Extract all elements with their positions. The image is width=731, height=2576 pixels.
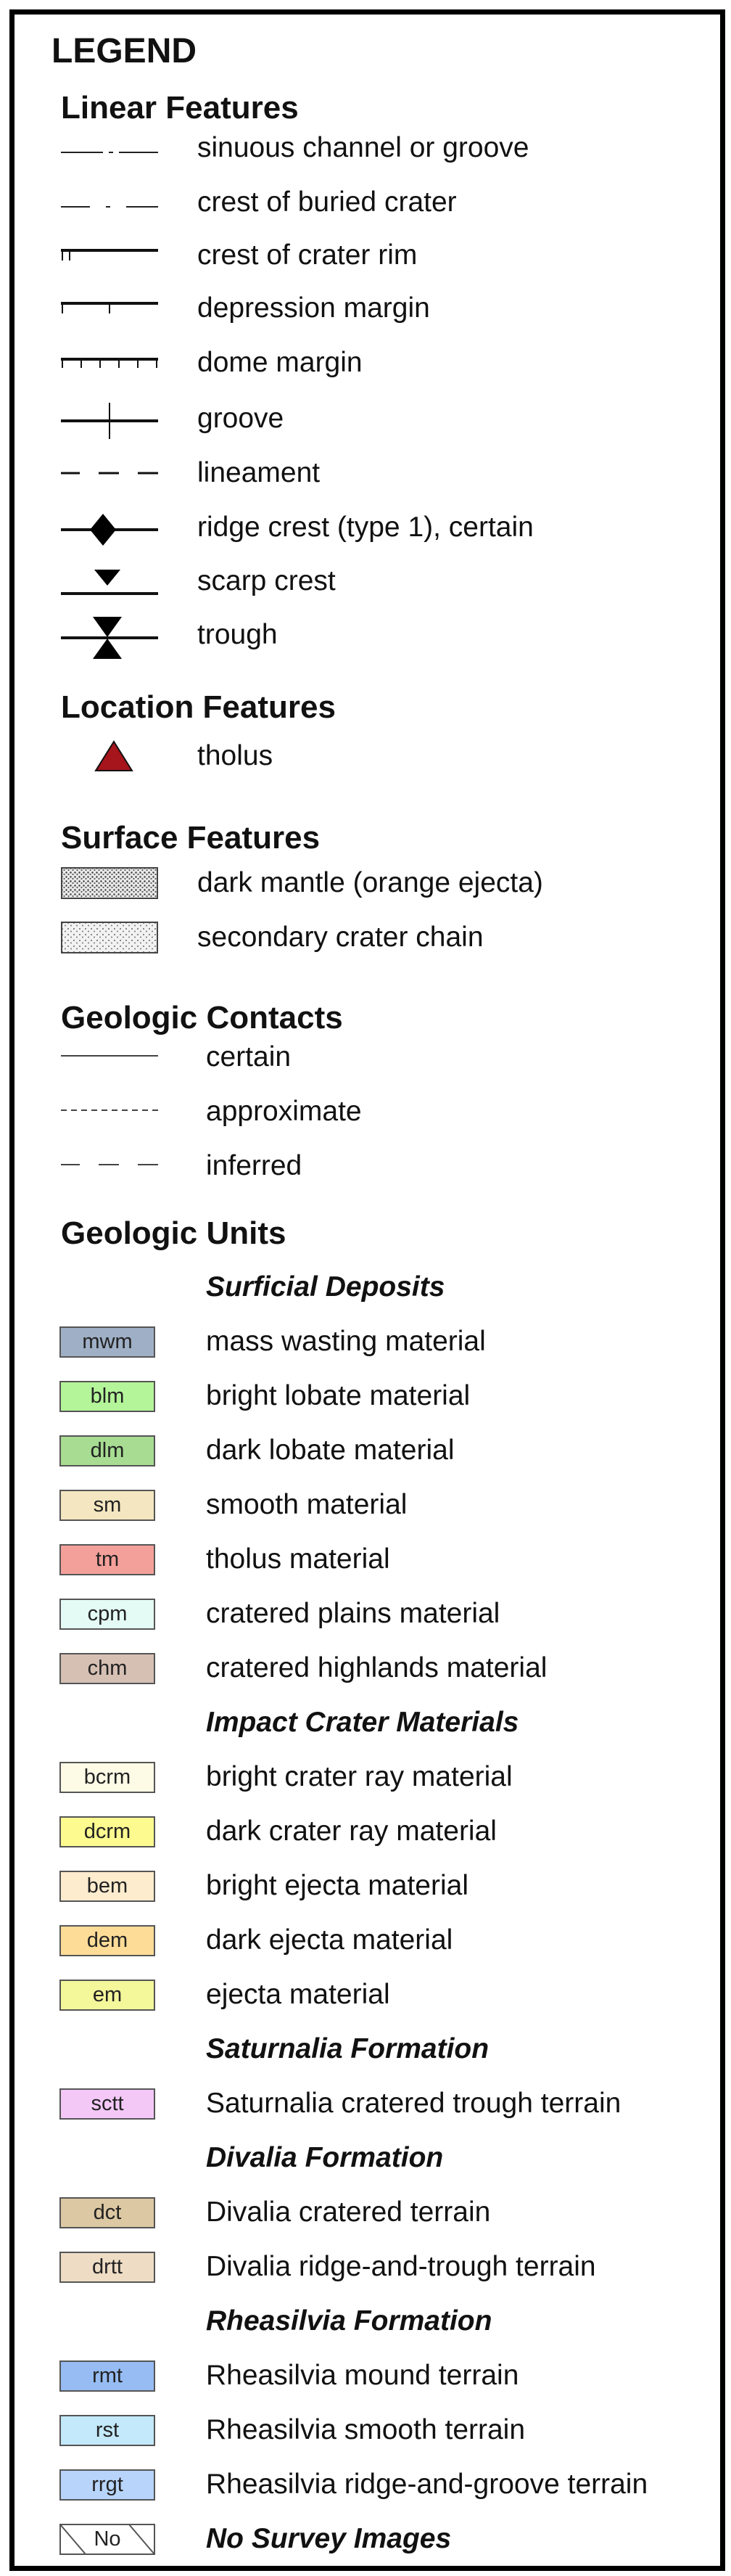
linear-item-label: ridge crest (type 1), certain [197, 512, 534, 543]
unit-swatch-tm: tm [59, 1544, 155, 1575]
sinuous-channel-symbol [61, 152, 158, 153]
contact-approximate-symbol [61, 1109, 158, 1111]
unit-label: bright ejecta material [206, 1870, 469, 1901]
scarp-crest-symbol [61, 570, 158, 595]
unit-group-heading: Impact Crater Materials [206, 1707, 519, 1738]
unit-swatch-sctt: sctt [59, 2088, 155, 2120]
unit-group-heading: Rheasilvia Formation [206, 2305, 492, 2337]
unit-swatch-cpm: cpm [59, 1599, 155, 1630]
ridge-crest-symbol [61, 514, 158, 546]
unit-swatch-dcrm: dcrm [59, 1816, 155, 1847]
unit-swatch-blm: blm [59, 1381, 155, 1412]
unit-swatch-dct: dct [59, 2197, 155, 2228]
unit-swatch-dem: dem [59, 1925, 155, 1956]
linear-item-label: groove [197, 403, 284, 434]
unit-swatch-dlm: dlm [59, 1435, 155, 1467]
unit-swatch-rmt: rmt [59, 2360, 155, 2392]
lineament-symbol [61, 472, 158, 475]
unit-group-heading: Surficial Deposits [206, 1271, 445, 1303]
no-survey-code: No [94, 2527, 121, 2551]
contact-certain-symbol [61, 1055, 158, 1057]
surface-item-label: dark mantle (orange ejecta) [197, 867, 543, 898]
unit-swatch-bem: bem [59, 1871, 155, 1902]
tholus-symbol [94, 740, 133, 771]
unit-swatch-chm: chm [59, 1653, 155, 1684]
unit-label: cratered plains material [206, 1598, 500, 1629]
geologic-units-heading: Geologic Units [61, 1215, 286, 1251]
buried-crater-crest-symbol [61, 206, 158, 208]
unit-label: bright crater ray material [206, 1761, 513, 1792]
linear-item-label: scarp crest [197, 565, 336, 596]
unit-label: cratered highlands material [206, 1652, 548, 1683]
unit-swatch-sm: sm [59, 1490, 155, 1521]
unit-label: dark crater ray material [206, 1816, 497, 1847]
crater-rim-crest-symbol [61, 249, 158, 261]
unit-swatch-em: em [59, 1980, 155, 2011]
contact-inferred-symbol [61, 1164, 158, 1165]
secondary-crater-chain-pattern [61, 922, 158, 953]
location-item-label: tholus [197, 740, 273, 771]
legend-title: LEGEND [51, 32, 197, 70]
unit-label: dark lobate material [206, 1435, 455, 1466]
linear-item-label: lineament [197, 457, 321, 488]
unit-label: dark ejecta material [206, 1924, 453, 1956]
unit-label: ejecta material [206, 1979, 390, 2010]
unit-label: Rheasilvia smooth terrain [206, 2414, 526, 2445]
unit-group-heading: Saturnalia Formation [206, 2033, 490, 2064]
unit-swatch-bcrm: bcrm [59, 1762, 155, 1793]
no-survey-label: No Survey Images [206, 2523, 452, 2554]
linear-item-label: dome margin [197, 347, 363, 378]
unit-group-heading: Divalia Formation [206, 2142, 444, 2173]
linear-item-label: crest of crater rim [197, 239, 418, 271]
linear-item-label: depression margin [197, 292, 430, 324]
linear-features-heading: Linear Features [61, 90, 299, 126]
contact-item-label: approximate [206, 1096, 362, 1127]
surface-item-label: secondary crater chain [197, 922, 484, 953]
surface-features-heading: Surface Features [61, 820, 321, 856]
geologic-contacts-heading: Geologic Contacts [61, 1000, 343, 1035]
groove-symbol [61, 403, 158, 439]
unit-swatch-rrgt: rrgt [59, 2469, 155, 2501]
unit-label: Divalia cratered terrain [206, 2196, 491, 2228]
unit-label: Rheasilvia mound terrain [206, 2360, 519, 2391]
linear-item-label: sinuous channel or groove [197, 132, 529, 163]
depression-margin-symbol [61, 302, 158, 313]
unit-label: smooth material [206, 1489, 408, 1520]
unit-label: tholus material [206, 1543, 390, 1575]
legend-frame [9, 9, 725, 2571]
contact-item-label: inferred [206, 1150, 302, 1181]
unit-swatch-drtt: drtt [59, 2252, 155, 2283]
dome-margin-symbol [61, 358, 158, 368]
unit-label: Rheasilvia ridge-and-groove terrain [206, 2469, 648, 2500]
unit-swatch-mwm: mwm [59, 1326, 155, 1358]
dark-mantle-pattern [61, 867, 158, 899]
contact-item-label: certain [206, 1041, 292, 1072]
unit-label: Divalia ridge-and-trough terrain [206, 2251, 596, 2282]
location-features-heading: Location Features [61, 689, 336, 725]
trough-symbol [61, 617, 158, 659]
unit-swatch-rst: rst [59, 2415, 155, 2446]
unit-label: bright lobate material [206, 1380, 471, 1411]
linear-item-label: crest of buried crater [197, 186, 457, 218]
no-survey-swatch [59, 2524, 155, 2555]
unit-label: mass wasting material [206, 1326, 486, 1357]
linear-item-label: trough [197, 619, 278, 650]
unit-label: Saturnalia cratered trough terrain [206, 2088, 621, 2119]
